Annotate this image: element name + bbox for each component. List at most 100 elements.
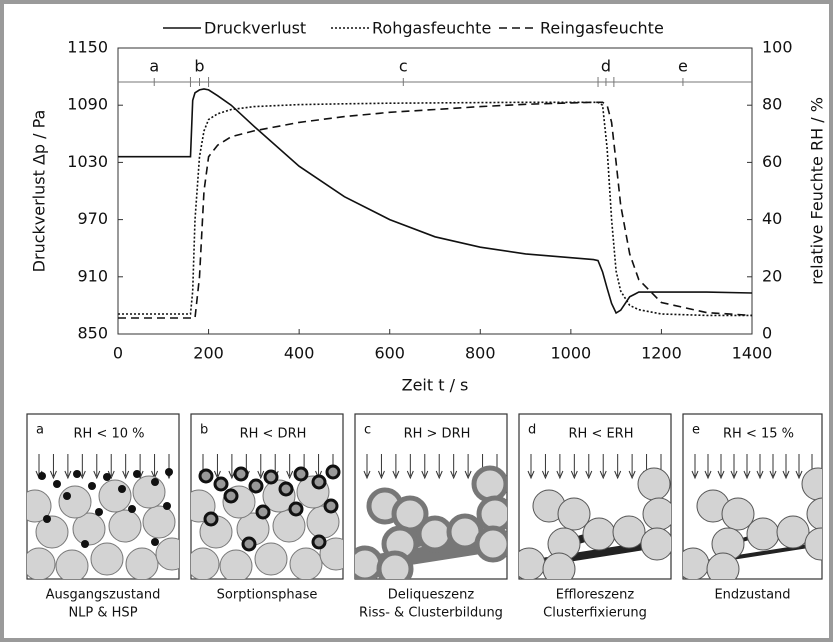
salt [213,476,229,492]
y-tick-label: 910 [77,266,108,285]
arrow-head [730,470,738,480]
panel-letter: b [200,423,208,438]
particle [108,509,142,543]
panel-condition: RH < ERH [569,427,634,442]
x-tick-label: 0 [113,344,123,363]
arrow-head [527,470,535,480]
particle [125,547,159,579]
salt [278,481,294,497]
particle [142,505,176,539]
arrow-head [585,470,593,480]
particle [72,512,106,546]
y-axis-title: Druckverlust Δp / Pa [30,110,49,273]
series-line [118,101,753,319]
arrow-head [122,470,130,480]
arrow-head [614,470,622,480]
panel-content [355,454,507,579]
panel-condition: RH < DRH [240,427,307,442]
x-tick-label: 1400 [732,344,773,363]
particle [746,517,780,551]
plot-area [117,47,753,335]
salt [203,511,219,527]
x-tick-label: 200 [193,344,224,363]
arrow-head [782,470,790,480]
particle [155,537,179,571]
y-tick-label: 1090 [67,95,108,114]
x-tick-label: 1000 [550,344,591,363]
panel-caption: Ausgangszustand [46,588,161,603]
salt [73,470,81,478]
particle [27,489,52,523]
salt [151,538,159,546]
panel: e RH < 15 % Endzustand [682,413,823,603]
particle [289,547,323,579]
arrow-head [756,470,764,480]
panel-letter: c [364,423,371,438]
panel-caption: Endzustand [714,588,790,603]
panel-content [683,454,822,579]
panel-caption: Riss- & Clusterbildung [359,606,503,621]
particle [319,537,343,571]
panel-caption: Clusterfixierung [543,606,647,621]
arrow-head [570,470,578,480]
salt [233,466,249,482]
particle [35,515,69,549]
particle [219,549,253,579]
salt [133,470,141,478]
arrow-head [286,470,294,480]
x-tick-label: 600 [374,344,405,363]
particle [471,465,507,503]
salt [88,482,96,490]
particle [132,475,166,509]
y2-tick-label: 60 [762,152,782,171]
arrow-head [257,470,265,480]
salt [81,540,89,548]
arrow-head [691,470,699,480]
salt [63,492,71,500]
particle [582,517,616,551]
arrow-head [717,470,725,480]
legend-label: Rohgasfeuchte [372,19,491,38]
panel-content [191,454,343,579]
salt [43,515,51,523]
y2-tick-label: 20 [762,266,782,285]
y2-axis-title: relative Feuchte RH / % [808,97,827,285]
particle [804,527,822,561]
particle [776,515,810,549]
salt [323,498,339,514]
arrow-head [769,470,777,480]
y2-tick-label: 0 [762,324,772,343]
particle [806,497,822,531]
series-line [118,101,752,317]
arrow-head [628,470,636,480]
arrow-head [421,470,429,480]
phase-label: c [399,57,408,76]
arrow-head [107,470,115,480]
arrow-head [64,470,72,480]
salt [128,505,136,513]
salt [241,536,257,552]
y2-tick-label: 80 [762,95,782,114]
particle [98,479,132,513]
panel-caption: NLP & HSP [68,606,137,621]
arrow-head [49,470,57,480]
panel: b RH < DRH Sorptionsphase [190,413,344,603]
salt [263,469,279,485]
panel-letter: e [692,423,700,438]
arrow-head [392,470,400,480]
panel-content [27,454,179,579]
arrow-head [704,470,712,480]
particle [416,515,454,553]
panel-content [519,454,671,579]
arrow-head [377,470,385,480]
particle [90,542,124,576]
salt [198,468,214,484]
particle [612,515,646,549]
arrow-head [556,470,564,480]
arrow-head [406,470,414,480]
salt [151,478,159,486]
salt [293,466,309,482]
arrow-head [363,470,371,480]
salt [223,488,239,504]
